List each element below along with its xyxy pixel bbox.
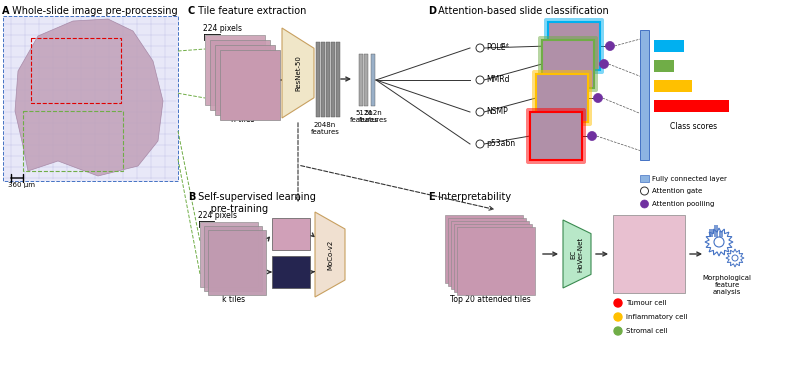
Circle shape bbox=[641, 187, 649, 195]
Bar bbox=[536, 74, 588, 122]
Text: 512n
features: 512n features bbox=[350, 110, 378, 123]
Text: A: A bbox=[2, 6, 10, 16]
Circle shape bbox=[476, 140, 484, 148]
Bar bbox=[205, 35, 265, 105]
Text: Stromal cell: Stromal cell bbox=[626, 328, 667, 334]
Text: k tiles: k tiles bbox=[222, 295, 246, 304]
Text: Inflammatory cell: Inflammatory cell bbox=[626, 314, 687, 320]
Bar bbox=[613, 215, 685, 293]
Circle shape bbox=[476, 108, 484, 116]
Bar bbox=[316, 42, 319, 117]
Text: B: B bbox=[188, 192, 195, 202]
Bar bbox=[272, 218, 310, 250]
Text: D: D bbox=[428, 6, 436, 16]
Text: Top 20 attended tiles: Top 20 attended tiles bbox=[450, 295, 530, 304]
Bar bbox=[321, 42, 325, 117]
Bar bbox=[336, 42, 339, 117]
FancyBboxPatch shape bbox=[538, 36, 598, 92]
Bar bbox=[454, 224, 532, 292]
Bar bbox=[215, 45, 275, 115]
Circle shape bbox=[606, 42, 614, 50]
Text: Morphological
feature
analysis: Morphological feature analysis bbox=[702, 275, 751, 295]
Text: C: C bbox=[188, 6, 195, 16]
Bar bbox=[548, 22, 600, 70]
Text: Tumour cell: Tumour cell bbox=[626, 300, 666, 306]
Circle shape bbox=[614, 313, 622, 321]
Bar bbox=[654, 80, 692, 92]
Polygon shape bbox=[282, 28, 314, 118]
Text: Attention-based slide classification: Attention-based slide classification bbox=[435, 6, 609, 16]
Bar bbox=[640, 175, 649, 182]
Circle shape bbox=[599, 60, 609, 68]
Bar bbox=[23, 111, 123, 171]
Circle shape bbox=[476, 76, 484, 84]
Text: 224 pixels: 224 pixels bbox=[198, 211, 237, 220]
Text: mut: mut bbox=[500, 43, 510, 48]
Text: ResNet-50: ResNet-50 bbox=[295, 55, 301, 91]
Bar bbox=[640, 30, 649, 160]
Text: 224 pixels: 224 pixels bbox=[203, 24, 242, 33]
Bar bbox=[31, 38, 121, 103]
FancyBboxPatch shape bbox=[532, 70, 592, 126]
Text: EC
HoVer-Net: EC HoVer-Net bbox=[570, 236, 583, 272]
Bar bbox=[448, 218, 526, 286]
Text: MMRd: MMRd bbox=[486, 75, 510, 85]
Text: Self-supervised learning
     pre-training: Self-supervised learning pre-training bbox=[195, 192, 316, 213]
Bar bbox=[451, 221, 529, 289]
Circle shape bbox=[594, 93, 602, 103]
Bar bbox=[272, 256, 310, 288]
Polygon shape bbox=[15, 19, 163, 176]
Circle shape bbox=[587, 131, 597, 141]
Text: Attention gate: Attention gate bbox=[652, 188, 702, 194]
Circle shape bbox=[614, 327, 622, 335]
Bar bbox=[457, 227, 535, 295]
Text: Class scores: Class scores bbox=[670, 122, 718, 131]
Text: Attention pooliing: Attention pooliing bbox=[652, 201, 714, 207]
Bar bbox=[3, 16, 178, 181]
Bar bbox=[326, 42, 330, 117]
Bar bbox=[542, 40, 594, 88]
Text: 512n
features: 512n features bbox=[358, 110, 387, 123]
Bar bbox=[204, 226, 262, 291]
Bar bbox=[220, 50, 280, 120]
Bar bbox=[654, 40, 684, 52]
Bar bbox=[654, 100, 729, 112]
Text: Whole-slide image pre-processing: Whole-slide image pre-processing bbox=[9, 6, 178, 16]
FancyBboxPatch shape bbox=[544, 18, 604, 74]
Bar bbox=[654, 60, 674, 72]
Circle shape bbox=[641, 200, 649, 208]
Bar bbox=[709, 229, 713, 237]
Bar bbox=[364, 54, 367, 106]
Text: p53abn: p53abn bbox=[486, 139, 515, 149]
Polygon shape bbox=[315, 212, 345, 297]
Text: Tile feature extraction: Tile feature extraction bbox=[195, 6, 306, 16]
Bar bbox=[359, 54, 362, 106]
Text: 360 μm: 360 μm bbox=[8, 182, 35, 188]
Polygon shape bbox=[563, 220, 591, 288]
Bar bbox=[210, 40, 270, 110]
Text: Interpretability: Interpretability bbox=[435, 192, 511, 202]
Circle shape bbox=[476, 44, 484, 52]
Bar bbox=[445, 215, 523, 283]
Bar bbox=[530, 112, 582, 160]
Text: POLE: POLE bbox=[486, 43, 506, 53]
FancyBboxPatch shape bbox=[526, 108, 586, 164]
Text: NSMP: NSMP bbox=[486, 107, 508, 117]
Bar bbox=[331, 42, 334, 117]
Bar bbox=[714, 225, 718, 237]
Text: Fully connected layer: Fully connected layer bbox=[652, 176, 727, 181]
Text: MoCo-v2: MoCo-v2 bbox=[327, 239, 333, 270]
Bar bbox=[371, 54, 375, 106]
Text: E: E bbox=[428, 192, 434, 202]
Bar bbox=[200, 222, 258, 287]
Text: n tiles: n tiles bbox=[231, 115, 254, 124]
Bar bbox=[719, 231, 723, 237]
Bar bbox=[208, 230, 266, 295]
Text: 2048n
features: 2048n features bbox=[310, 122, 339, 135]
Circle shape bbox=[614, 299, 622, 307]
